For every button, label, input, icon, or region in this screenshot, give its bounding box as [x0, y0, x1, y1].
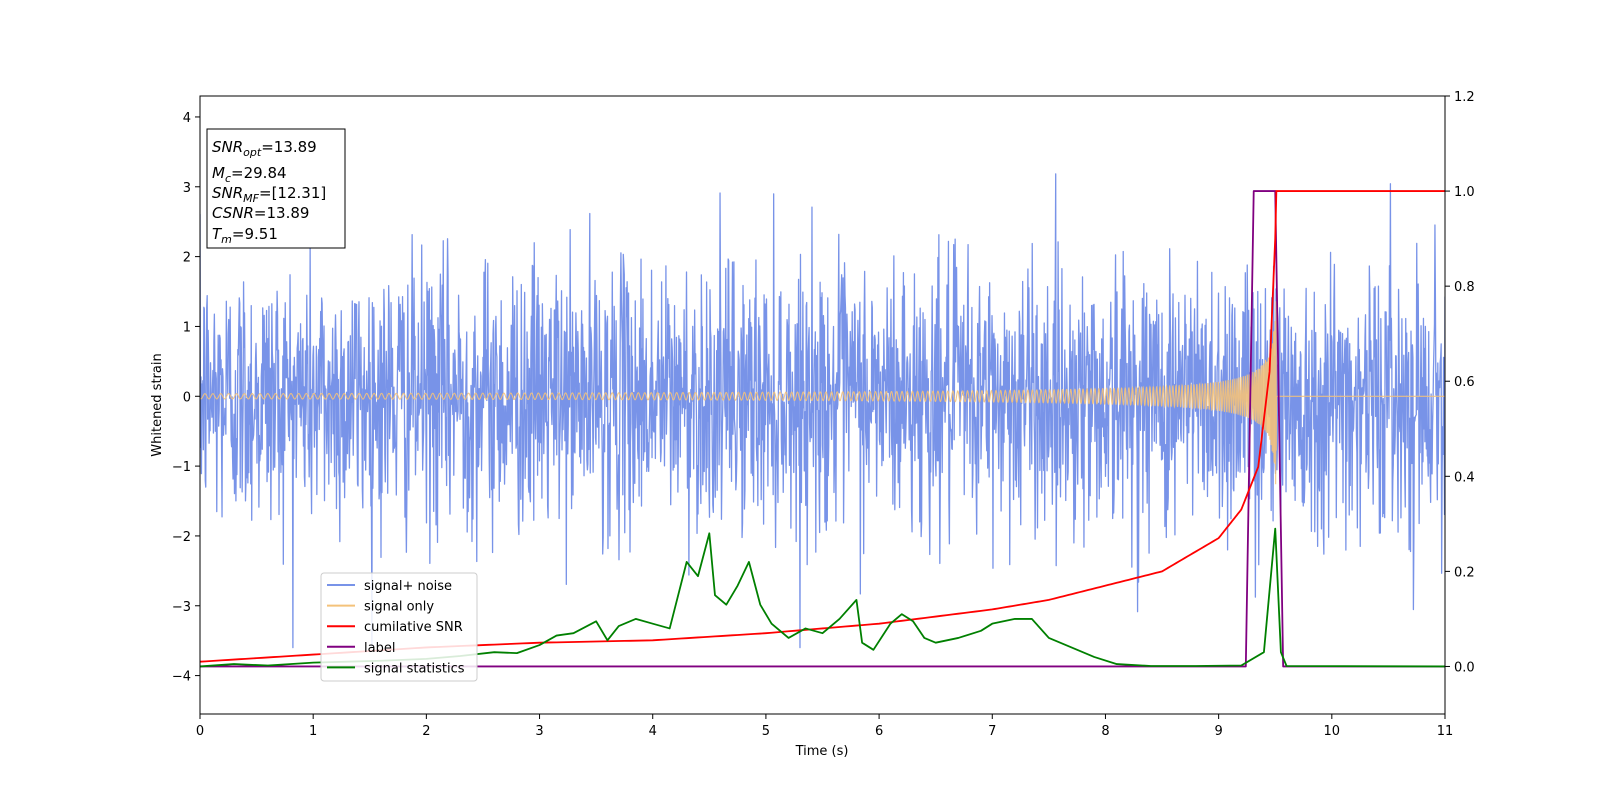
- y-right-tick-label: 0.2: [1454, 565, 1475, 580]
- right-y-axis: 0.0 0.2 0.4 0.6 0.8 1.0 1.2: [1445, 90, 1475, 675]
- x-tick-label: 4: [649, 724, 657, 739]
- plot-frame: [199, 95, 1446, 715]
- legend-entry: signal+ noise: [364, 579, 452, 594]
- x-tick-label: 2: [422, 724, 430, 739]
- legend-entry: label: [364, 641, 395, 656]
- y-left-tick-label: 0: [183, 390, 191, 405]
- plot-area: [200, 173, 1445, 668]
- y-axis-label: Whitened strain: [150, 353, 165, 456]
- info-tm: Tm=9.51: [212, 225, 278, 246]
- series-cumulative-snr: [200, 190, 1445, 663]
- x-tick-label: 10: [1324, 724, 1341, 739]
- info-csnr: CSNR=13.89: [212, 204, 309, 222]
- x-tick-label: 1: [309, 724, 317, 739]
- x-tick-label: 11: [1437, 724, 1454, 739]
- x-tick-label: 6: [875, 724, 883, 739]
- info-box-frame: [206, 128, 346, 249]
- y-right-tick-label: 0.0: [1454, 660, 1475, 675]
- y-left-tick-label: 4: [183, 111, 191, 126]
- y-right-tick-label: 0.4: [1454, 470, 1475, 485]
- y-left-tick-label: −4: [172, 670, 191, 685]
- legend-entry: cumilative SNR: [364, 620, 463, 635]
- legend-entry: signal statistics: [364, 661, 465, 676]
- x-tick-label: 7: [988, 724, 996, 739]
- y-left-tick-label: −1: [172, 460, 191, 475]
- y-left-tick-label: 1: [183, 320, 191, 335]
- series-signal-only: [200, 301, 1445, 485]
- y-right-tick-label: 0.8: [1454, 280, 1475, 295]
- x-axis: 0 1 2 3 4 5 6 7 8 9 10 11: [196, 714, 1453, 739]
- y-left-tick-label: −2: [172, 530, 191, 545]
- x-tick-label: 9: [1214, 724, 1222, 739]
- series-signal-statistics: [200, 527, 1445, 668]
- legend: signal+ noise signal only cumilative SNR la…: [320, 572, 478, 682]
- y-right-tick-label: 0.6: [1454, 375, 1475, 390]
- x-tick-label: 5: [762, 724, 770, 739]
- legend-entry: signal only: [364, 600, 434, 615]
- x-tick-label: 0: [196, 724, 204, 739]
- y-right-tick-label: 1.2: [1454, 90, 1475, 105]
- x-axis-label: Time (s): [795, 744, 849, 759]
- x-tick-label: 3: [535, 724, 543, 739]
- x-tick-label: 8: [1101, 724, 1109, 739]
- y-right-tick-label: 1.0: [1454, 185, 1475, 200]
- series-signal-plus-noise: [200, 173, 1445, 649]
- y-left-tick-label: 3: [183, 181, 191, 196]
- legend-frame: [320, 572, 478, 682]
- left-y-axis: −4 −3 −2 −1 0 1 2 3 4: [172, 111, 200, 685]
- info-box: SNRopt=13.89 Mc=29.84SNRMF=[12.31]CSNR=13…: [206, 128, 346, 249]
- info-mc: Mc=29.84: [212, 164, 287, 185]
- y-left-tick-label: −3: [172, 600, 191, 615]
- info-snr-opt: SNRopt=13.89: [212, 138, 317, 159]
- y-left-tick-label: 2: [183, 251, 191, 266]
- info-snr-mf: SNRMF=[12.31]: [212, 184, 326, 205]
